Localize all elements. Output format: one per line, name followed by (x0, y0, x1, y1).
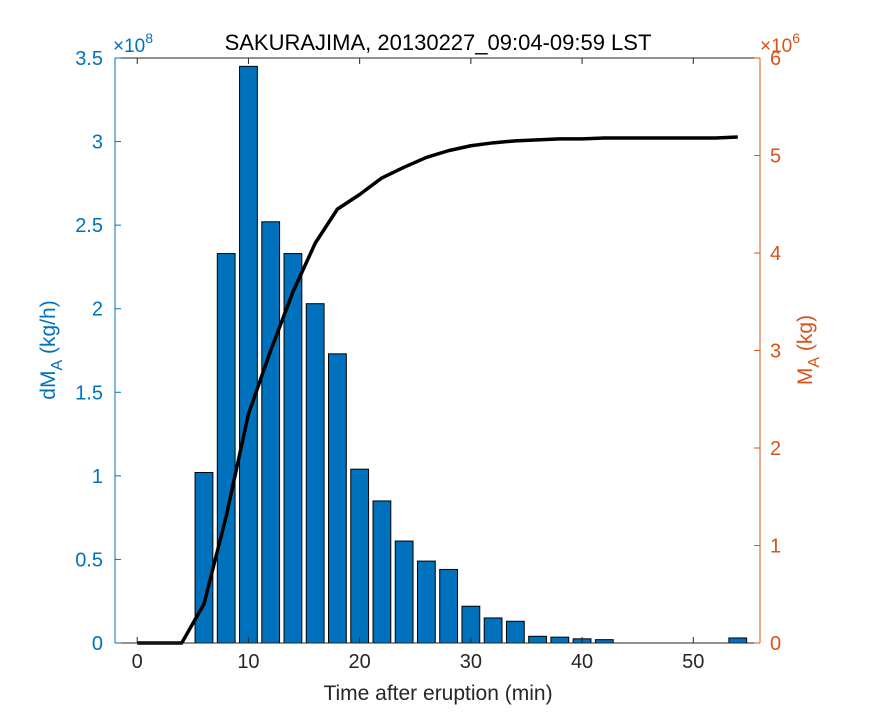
bar-36 (528, 635, 547, 644)
right-axis-exponent-power: 6 (792, 30, 800, 46)
left-tick-label-3: 3 (92, 132, 103, 154)
left-tick-label-1.5: 1.5 (75, 382, 103, 404)
bar-34 (505, 620, 525, 644)
bar-26 (416, 560, 436, 644)
bar-42 (594, 639, 614, 644)
left-axis-label-sub: A (49, 360, 66, 371)
x-tick-label-10: 10 (237, 651, 259, 673)
bar-10 (239, 65, 258, 644)
bar-8 (216, 253, 236, 644)
right-tick-label-3: 3 (770, 341, 781, 363)
cumulative-mass-line (137, 135, 738, 645)
bar-12 (261, 221, 281, 644)
right-axis-label: MA (kg) (794, 315, 823, 385)
right-tick-label-6: 6 (770, 48, 781, 70)
bar-32 (483, 617, 503, 644)
plot-area: 0 10 20 30 40 50 0 0.5 1 1.5 2 2.5 3 3.5 0 1 2 3 4 5 6 (75, 48, 781, 673)
x-tick-label-30: 30 (460, 651, 482, 673)
bar-20 (350, 468, 370, 644)
bar-38 (550, 636, 570, 644)
right-axis-label-unit: (kg) (794, 315, 817, 357)
x-axis-label: Time after eruption (min) (323, 682, 552, 705)
right-tick-label-2: 2 (770, 438, 781, 460)
left-axis-exponent-power: 8 (145, 30, 153, 46)
bar-18 (328, 353, 347, 644)
right-tick-label-5: 5 (770, 146, 781, 168)
left-tick-label-0.5: 0.5 (75, 549, 103, 571)
left-tick-label-3.5: 3.5 (75, 48, 103, 70)
chart-title: SAKURAJIMA, 20130227_09:04-09:59 LST (225, 30, 652, 55)
bar-24 (394, 540, 414, 644)
x-tick-label-20: 20 (349, 651, 371, 673)
right-axis-exponent-prefix: ×10 (760, 36, 792, 57)
bar-28 (439, 568, 459, 644)
left-tick-label-2: 2 (92, 299, 103, 321)
right-axis-exponent: ×106 (760, 30, 800, 57)
left-axis-exponent-prefix: ×10 (113, 36, 145, 57)
left-tick-label-1: 1 (92, 466, 103, 488)
x-tick-label-40: 40 (571, 651, 593, 673)
x-tick-label-50: 50 (682, 651, 704, 673)
left-axis-label-unit: (kg/h) (37, 300, 60, 360)
left-axis-label: dMA (kg/h) (37, 300, 66, 399)
right-tick-label-4: 4 (770, 243, 781, 265)
left-axis-exponent: ×108 (113, 30, 153, 57)
bar-22 (372, 500, 392, 644)
right-axis-label-sub: A (806, 357, 823, 368)
left-axis-label-main: dM (37, 371, 60, 400)
left-tick-label-0: 0 (92, 633, 103, 655)
left-tick-label-2.5: 2.5 (75, 215, 103, 237)
bar-16 (305, 303, 325, 644)
right-tick-label-1: 1 (770, 536, 781, 558)
right-tick-label-0: 0 (770, 633, 781, 655)
bar-54 (728, 637, 748, 644)
x-tick-label-0: 0 (132, 651, 143, 673)
right-axis-label-main: M (794, 368, 817, 386)
